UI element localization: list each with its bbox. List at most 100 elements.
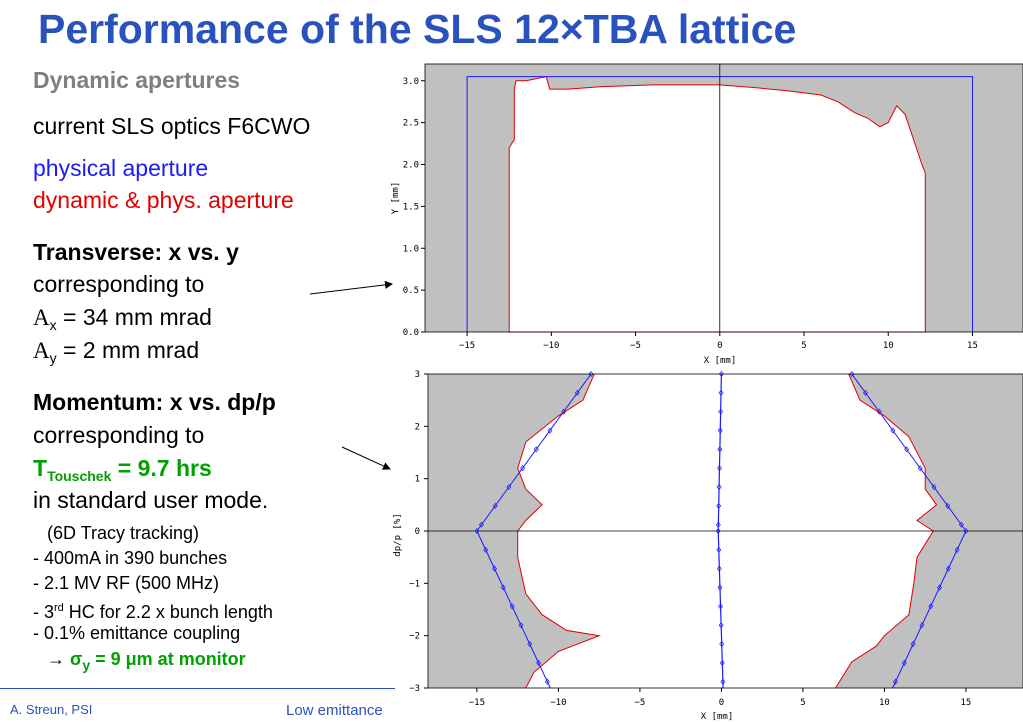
momentum-left-marker [483,546,489,553]
momentum-closed-orbit [717,373,724,689]
footer-title: Low emittance [286,702,383,719]
momentum-right-marker [963,527,969,535]
momentum-orbit-marker [716,546,722,553]
transverse-plot-frame [424,63,1023,333]
footer-author: A. Streun, PSI [10,702,93,717]
momentum-orbit-marker [719,659,725,666]
momentum-y-tick-label: −2 [409,632,420,642]
bullet-current: - 400mA in 390 bunches [33,548,228,568]
momentum-title: Momentum: x vs. dp/p [33,389,276,415]
momentum-orbit-marker [716,502,722,509]
transverse-pointer-arrow [309,280,393,295]
transverse-x-tick-label: −5 [630,341,641,351]
momentum-left-marker [500,584,506,591]
momentum-y-tick-label: −3 [409,684,420,694]
momentum-right-marker [945,565,951,572]
momentum-pointer-arrow [341,446,391,470]
momentum-orbit-marker [715,521,721,528]
momentum-right-marker [931,483,937,491]
momentum-dynamic-aperture-right [835,373,938,689]
bullet-coupling: - 0.1% emittance coupling [33,623,241,643]
corresponding-text-1: corresponding to [33,271,205,297]
transverse-dynamic-aperture [508,76,926,333]
transverse-x-tick-label: 10 [883,341,894,351]
transverse-y-tick-label: 0.5 [403,286,419,296]
momentum-left-marker [474,527,480,535]
momentum-right-marker [901,659,907,666]
momentum-left-marker [561,408,567,415]
bullet-harmonic-cavity: - 3rd HC for 2.2 x bunch length [33,602,273,622]
momentum-orbit-marker [717,446,723,453]
momentum-right-marker [893,678,898,685]
momentum-physical-aperture-right [851,373,967,689]
momentum-x-tick-label: 0 [719,698,724,708]
acceptance-x: Ax = 34 mm mrad [33,304,212,333]
momentum-orbit-marker [717,465,722,472]
transverse-y-tick-label: 2.5 [403,119,419,129]
momentum-right-marker [890,427,896,434]
transverse-y-tick-label: 2.0 [403,161,419,171]
momentum-y-tick-label: 0 [415,527,420,537]
transverse-x-tick-label: −15 [459,341,475,351]
acceptance-y: Ay = 2 mm mrad [33,337,200,366]
momentum-y-tick-label: 1 [415,475,420,485]
momentum-left-marker [492,565,497,572]
momentum-right-marker [910,640,916,648]
momentum-orbit-marker [716,565,722,572]
momentum-left-marker [518,622,524,629]
momentum-orbit-marker [718,603,723,610]
momentum-left-marker [547,427,553,434]
momentum-x-tick-label: −10 [550,698,566,708]
touschek-lifetime: TTouschek = 9.7 hrs [33,455,212,484]
page-title: Performance of the SLS 12×TBA lattice [38,6,797,52]
momentum-left-marker [544,678,550,685]
momentum-orbit-marker [717,427,723,434]
momentum-x-tick-label: 5 [800,698,805,708]
momentum-left-marker [574,389,580,396]
tracy-note: (6D Tracy tracking) [47,523,200,543]
momentum-right-marker [945,502,951,509]
momentum-x-axis-label: X [mm] [701,712,734,722]
momentum-orbit-marker [718,389,724,396]
momentum-x-tick-label: −15 [469,698,485,708]
sigma-y-result: → σy = 9 μm at monitor [47,649,246,673]
transverse-y-tick-label: 1.5 [403,202,419,212]
momentum-orbit-marker [717,584,723,591]
momentum-physical-aperture-left [476,373,592,689]
momentum-right-marker [958,521,964,528]
transverse-y-tick-label: 3.0 [403,77,419,87]
momentum-right-marker [863,389,868,396]
momentum-right-marker [919,622,925,629]
legend-physical-aperture: physical aperture [33,155,209,181]
momentum-right-marker [917,465,923,472]
momentum-y-tick-label: 3 [415,370,420,380]
momentum-orbit-marker [716,483,722,491]
transverse-x-tick-label: 5 [801,341,806,351]
footer-divider [0,688,395,689]
momentum-y-tick-label: −1 [409,579,420,589]
legend-dynamic-aperture: dynamic & phys. aperture [33,187,294,213]
optics-label: current SLS optics F6CWO [33,113,311,139]
user-mode-text: in standard user mode. [33,487,269,513]
momentum-orbit-marker [718,622,724,629]
transverse-x-tick-label: 15 [967,341,978,351]
momentum-x-tick-label: 10 [879,698,890,708]
momentum-y-tick-label: 2 [415,422,420,432]
momentum-orbit-marker [715,527,721,535]
transverse-y-tick-label: 1.0 [403,244,419,254]
transverse-title: Transverse: x vs. y [33,239,239,265]
momentum-right-marker [954,546,960,553]
momentum-orbit-marker [718,408,724,415]
momentum-left-marker [506,483,512,491]
momentum-right-marker [876,408,882,415]
momentum-left-marker [479,521,484,528]
transverse-y-tick-label: 0.0 [403,328,419,338]
momentum-left-marker [509,603,515,610]
momentum-x-tick-label: −5 [634,698,645,708]
transverse-x-tick-label: −10 [543,341,559,351]
momentum-left-marker [520,465,525,472]
momentum-orbit-marker [719,640,725,648]
momentum-right-marker [904,446,910,453]
section-heading: Dynamic apertures [33,67,241,93]
